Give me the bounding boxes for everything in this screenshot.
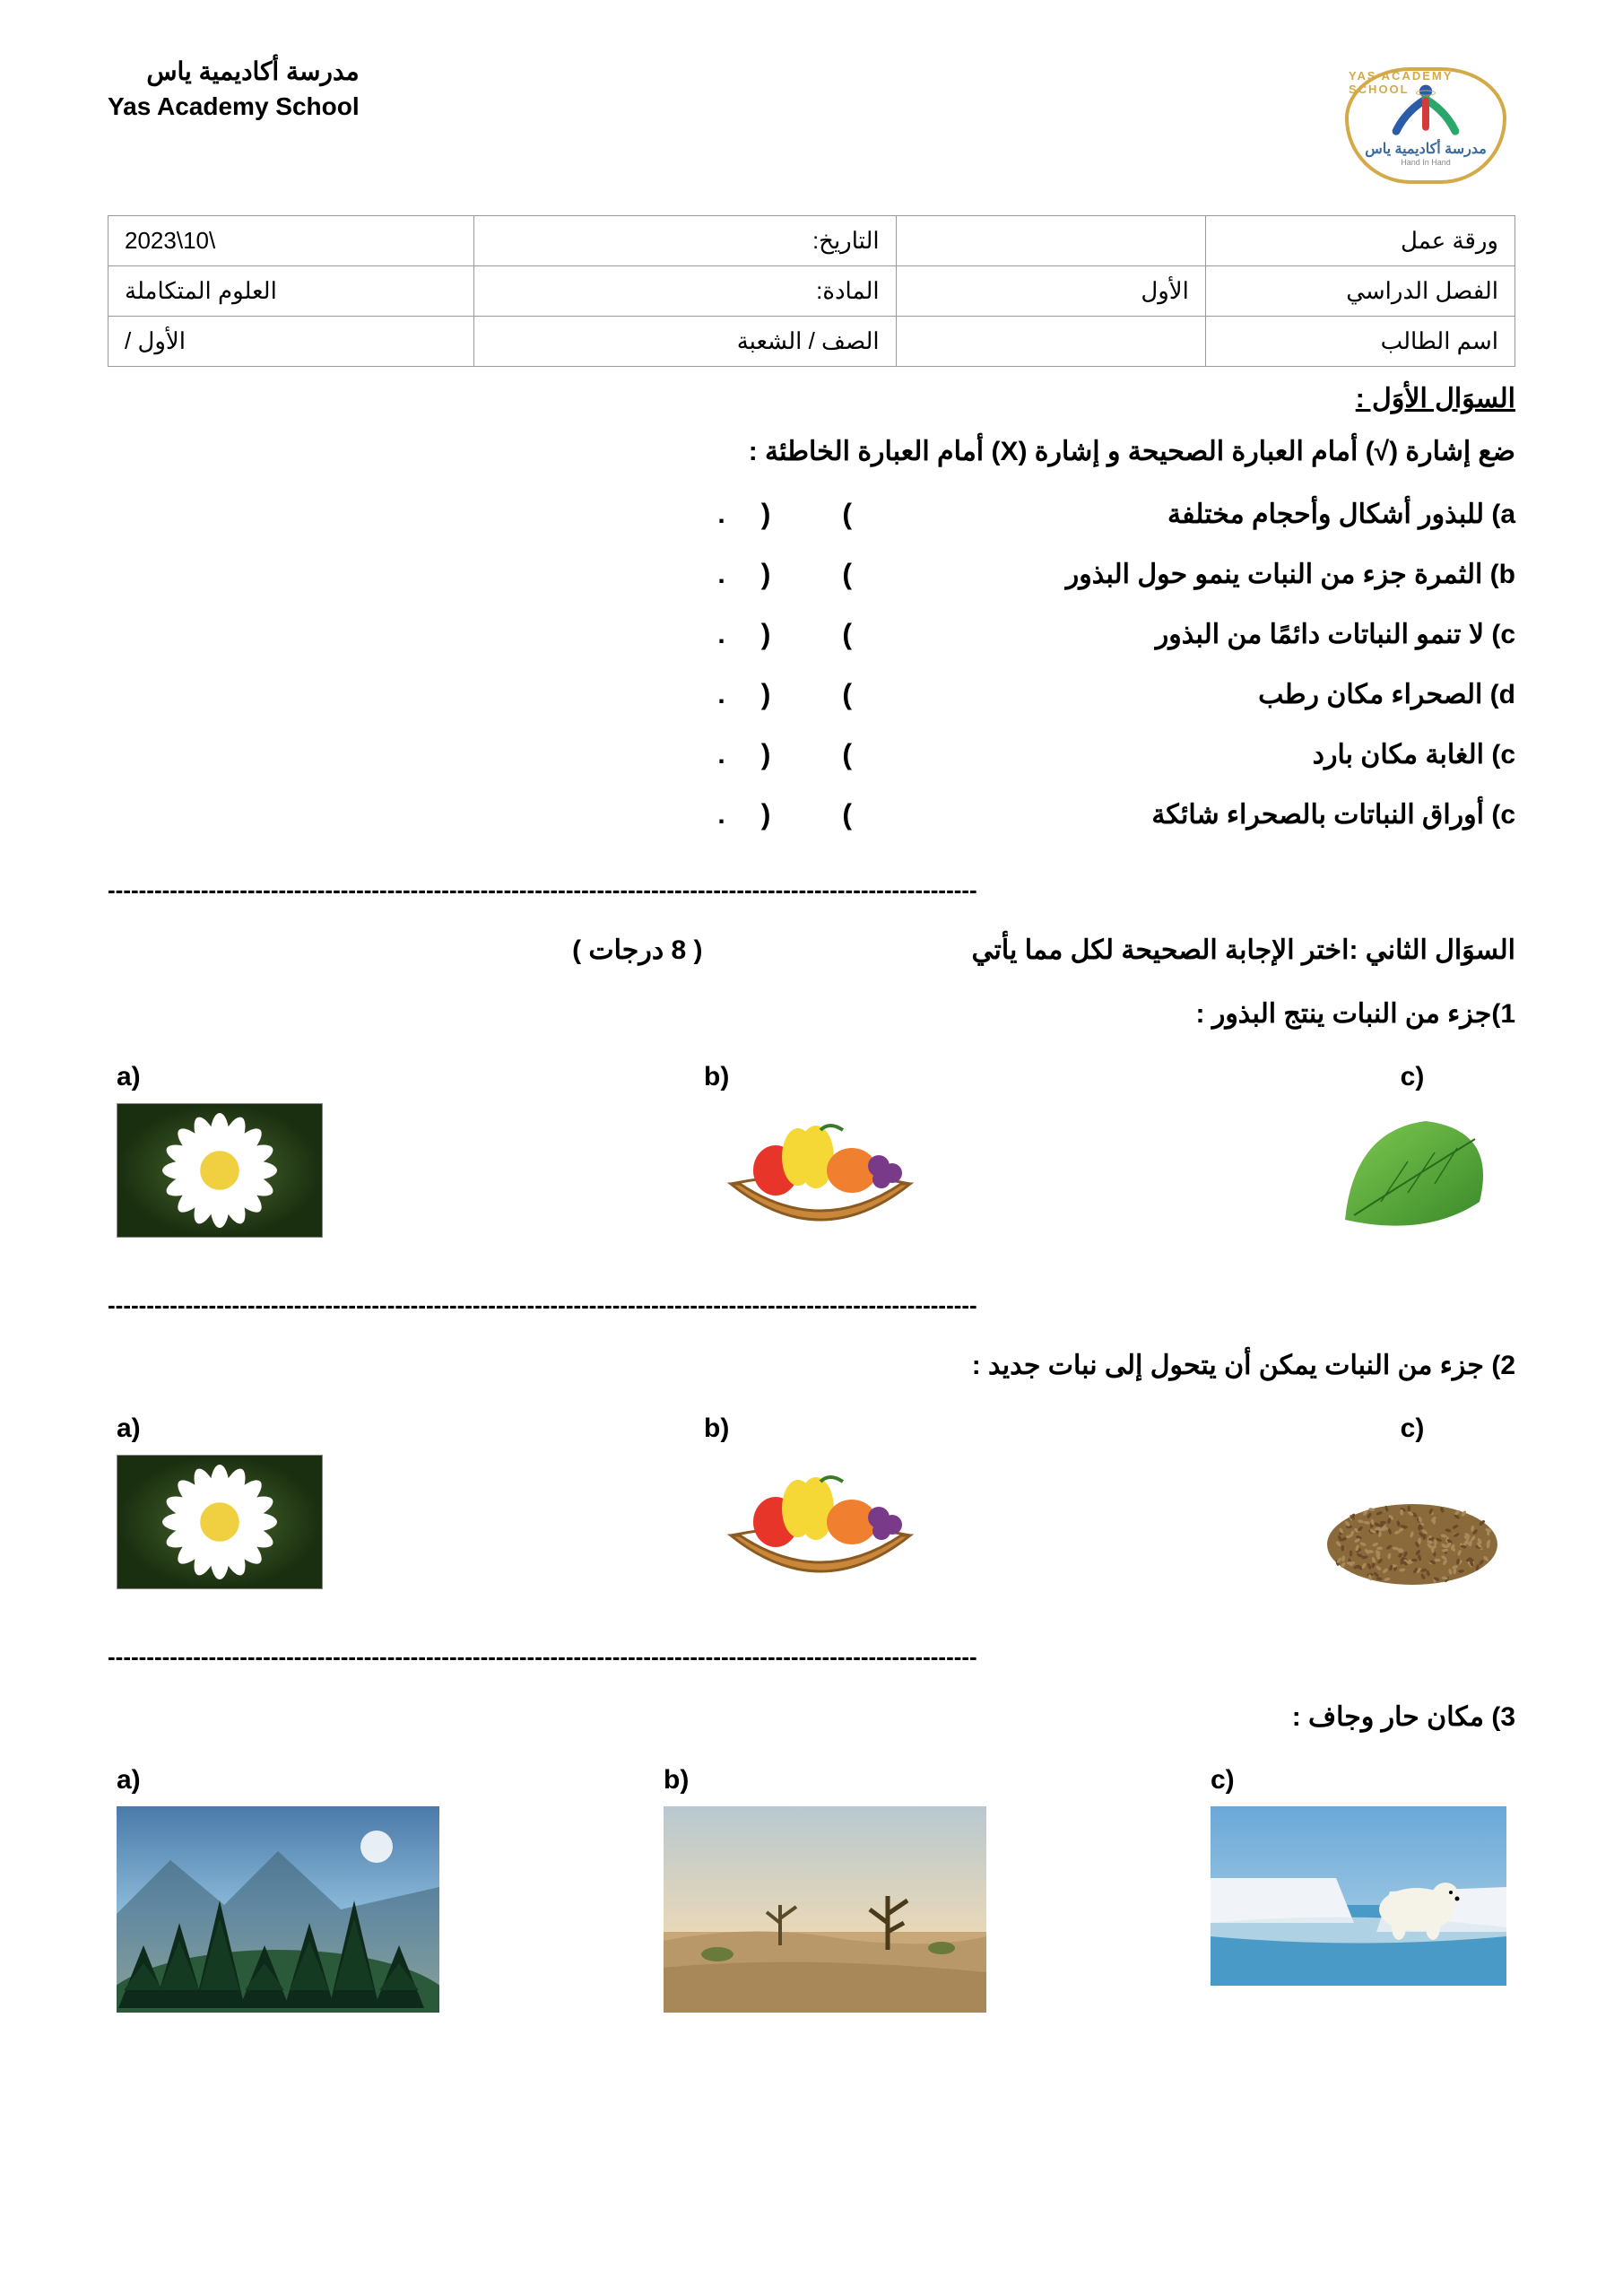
cell-date-label: التاريخ: [473,216,896,266]
tf-answer-blank[interactable]: )( [761,618,852,651]
cell-date-val[interactable]: \10\2023 [108,216,474,266]
cell-semester-label: الفصل الدراسي [1205,266,1515,317]
q2-title: السوَال الثاني :اختر الإجابة الصحيحة لكل… [972,935,1515,966]
mc-num: 3) [1491,1702,1515,1732]
option-3c[interactable]: c) [1211,1765,1506,1986]
school-name-block: مدرسة أكاديمية ياس Yas Academy School [108,54,360,124]
options-row-1: a) b) c) [108,1062,1515,1247]
tf-dot: . [717,560,725,590]
cell-grade-val[interactable]: الأول / [108,317,474,367]
tf-statement: c) لا تنمو النباتات دائمًا من البذور [888,619,1515,650]
opt-label: b) [664,1765,689,1796]
tf-answer-blank[interactable]: )( [761,678,852,711]
fruit-basket-icon [704,1103,937,1247]
tf-dot: . [717,680,725,710]
tf-statement: c) أوراق النباتات بالصحراء شائكة [888,799,1515,831]
leaf-icon [1318,1103,1506,1238]
tf-dot: . [717,740,725,770]
mc-question-3: 3) مكان حار وجاف : [108,1701,1515,1733]
fruit-basket-icon [704,1455,937,1598]
flower-icon [117,1103,323,1238]
option-1b[interactable]: b) [704,1062,937,1247]
forest-icon [117,1806,439,2013]
logo-sub-en: Hand In Hand [1401,158,1451,167]
logo-arc-text: YAS ACADEMY SCHOOL [1349,69,1503,96]
q2-header: السوَال الثاني :اختر الإجابة الصحيحة لكل… [108,935,1515,966]
tf-dot: . [717,500,725,530]
mc-question-2: 2) جزء من النبات يمكن أن يتحول إلى نبات … [108,1350,1515,1381]
option-2b[interactable]: b) [704,1413,937,1598]
cell-subject-val: العلوم المتكاملة [108,266,474,317]
tf-answer-blank[interactable]: )( [761,558,852,591]
option-1c[interactable]: c) [1318,1062,1506,1238]
tf-statement: c) الغابة مكان بارد [888,739,1515,770]
table-row: ورقة عمل التاريخ: \10\2023 [108,216,1515,266]
opt-label: c) [1401,1062,1425,1092]
tf-row: d) الصحراء مكان رطب )(. [108,678,1515,711]
cell-worksheet: ورقة عمل [1205,216,1515,266]
opt-label: b) [704,1062,729,1092]
tf-row: c) لا تنمو النباتات دائمًا من البذور )(. [108,618,1515,651]
table-row: الفصل الدراسي الأول المادة: العلوم المتك… [108,266,1515,317]
tf-answer-blank[interactable]: )( [761,498,852,531]
option-2c[interactable]: c) [1318,1413,1506,1589]
dash-separator: ----------------------------------------… [108,1643,1515,1671]
cell-semester-val: الأول [896,266,1205,317]
q2-points: ( 8 درجات ) [572,935,702,966]
mc-text: مكان حار وجاف : [1292,1702,1484,1732]
info-table: ورقة عمل التاريخ: \10\2023 الفصل الدراسي… [108,215,1515,367]
true-false-list: a) للبذور أشكال وأحجام مختلفة)(.b) الثمر… [108,498,1515,831]
cell-empty [896,216,1205,266]
tf-answer-blank[interactable]: )( [761,738,852,771]
options-row-2: a) b) c) [108,1413,1515,1598]
cell-grade-label: الصف / الشعبة [473,317,896,367]
tf-answer-blank[interactable]: )( [761,798,852,831]
dash-separator: ----------------------------------------… [108,1292,1515,1319]
table-row: اسم الطالب الصف / الشعبة الأول / [108,317,1515,367]
option-3b[interactable]: b) [664,1765,986,2013]
tf-row: a) للبذور أشكال وأحجام مختلفة )(. [108,498,1515,531]
mc-num: 1) [1491,999,1515,1029]
mc-text: جزء من النبات يمكن أن يتحول إلى نبات جدي… [972,1351,1484,1380]
opt-label: b) [704,1413,729,1444]
school-name-ar: مدرسة أكاديمية ياس [108,54,360,89]
opt-label: a) [117,1765,141,1796]
tf-statement: b) الثمرة جزء من النبات ينمو حول البذور [888,559,1515,590]
tf-row: c) الغابة مكان بارد )(. [108,738,1515,771]
opt-label: c) [1211,1765,1235,1796]
dash-separator: ----------------------------------------… [108,876,1515,904]
option-2a[interactable]: a) [117,1413,323,1589]
mc-question-1: 1)جزء من النبات ينتج البذور : [108,998,1515,1030]
logo-sub-ar: مدرسة أكاديمية ياس [1365,140,1487,158]
tf-row: b) الثمرة جزء من النبات ينمو حول البذور)… [108,558,1515,591]
tf-statement: a) للبذور أشكال وأحجام مختلفة [888,499,1515,530]
cell-subject-label: المادة: [473,266,896,317]
school-logo: YAS ACADEMY SCHOOL مدرسة أكاديمية ياس Ha… [1336,54,1515,197]
seeds-icon [1318,1455,1506,1589]
q1-instruction: ضع إشارة (√) أمام العبارة الصحيحة و إشار… [108,436,1515,467]
tf-statement: d) الصحراء مكان رطب [888,679,1515,710]
school-name-en: Yas Academy School [108,89,360,124]
opt-label: a) [117,1413,141,1444]
tf-dot: . [717,620,725,650]
cell-student-label: اسم الطالب [1205,317,1515,367]
opt-label: a) [117,1062,141,1092]
logo-ring: YAS ACADEMY SCHOOL مدرسة أكاديمية ياس Ha… [1345,67,1506,184]
document-header: مدرسة أكاديمية ياس Yas Academy School YA… [108,54,1515,197]
polar-icon [1211,1806,1506,1986]
opt-label: c) [1401,1413,1425,1444]
flower-icon [117,1455,323,1589]
tf-dot: . [717,800,725,831]
mc-num: 2) [1491,1351,1515,1380]
option-3a[interactable]: a) [117,1765,439,2013]
options-row-3: a) b) c) [108,1765,1515,2013]
desert-icon [664,1806,986,2013]
mc-text: جزء من النبات ينتج البذور : [1196,999,1492,1029]
q1-title: السوَال الأوَل : [108,383,1515,414]
option-1a[interactable]: a) [117,1062,323,1238]
tf-row: c) أوراق النباتات بالصحراء شائكة )(. [108,798,1515,831]
cell-student-val[interactable] [896,317,1205,367]
